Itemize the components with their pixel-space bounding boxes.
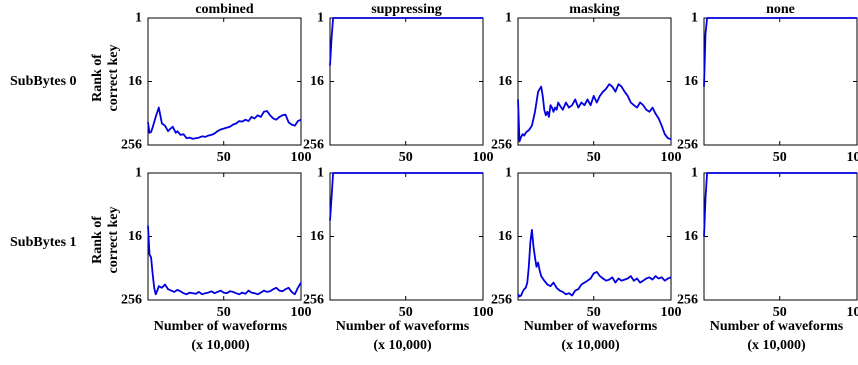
x-tick-label: 50 xyxy=(217,150,231,165)
panel-suppressing-row0: suppressing 1 16 256 50 100 xyxy=(303,2,494,165)
panel-frame xyxy=(329,172,484,301)
series-line-none xyxy=(703,172,857,237)
panel-title: masking xyxy=(569,2,620,17)
series-line-none xyxy=(703,17,857,87)
y-tick-label: 256 xyxy=(121,138,142,153)
y-tick-label: 16 xyxy=(310,229,324,244)
panel-masking-row1: 1 16 256 50 100 xyxy=(491,166,682,321)
y-tick-label: 16 xyxy=(128,229,142,244)
panel-title: suppressing xyxy=(371,2,442,17)
panel-frame xyxy=(147,17,302,146)
x-axis-label-line2: (x 10,000) xyxy=(373,338,432,353)
y-axis-label-row0-line2: correct key xyxy=(106,45,121,112)
y-tick-label: 16 xyxy=(684,229,698,244)
x-tick-label: 50 xyxy=(587,305,601,320)
x-tick-label: 100 xyxy=(661,150,682,165)
x-tick-label: 50 xyxy=(217,305,231,320)
x-axis-label-line1: Number of waveforms xyxy=(154,319,288,334)
panel-combined-row1: 1 16 256 50 100 xyxy=(121,166,312,321)
y-tick-label: 256 xyxy=(303,138,324,153)
series-line-masking xyxy=(517,83,672,143)
x-tick-label: 50 xyxy=(773,150,787,165)
y-tick-label: 1 xyxy=(505,11,512,26)
y-tick-label: 16 xyxy=(498,229,512,244)
panel-frame xyxy=(703,17,858,146)
x-tick-label: 100 xyxy=(291,305,312,320)
panel-title: combined xyxy=(195,2,254,17)
row-label-subbytes-0: SubBytes 0 xyxy=(10,74,77,89)
x-axis-label-line2: (x 10,000) xyxy=(191,338,250,353)
row-label-subbytes-1: SubBytes 1 xyxy=(10,235,77,250)
series-line-suppressing xyxy=(329,17,483,66)
series-line-combined xyxy=(147,225,302,296)
panel-title: none xyxy=(766,2,795,17)
y-tick-label: 1 xyxy=(691,11,698,26)
y-tick-label: 256 xyxy=(491,293,512,308)
panel-none-row1: 1 16 256 50 100 xyxy=(677,166,858,321)
x-tick-label: 100 xyxy=(291,150,312,165)
x-tick-label: 100 xyxy=(661,305,682,320)
x-axis-label-line1: Number of waveforms xyxy=(710,319,844,334)
y-tick-label: 16 xyxy=(128,74,142,89)
y-axis-label-row1-line1: Rank of xyxy=(90,216,105,264)
panel-frame xyxy=(147,172,302,301)
panel-frame xyxy=(329,17,484,146)
x-axis-label-line1: Number of waveforms xyxy=(524,319,658,334)
x-tick-label: 100 xyxy=(473,305,494,320)
panel-frame xyxy=(517,172,672,301)
y-tick-label: 16 xyxy=(310,74,324,89)
y-tick-label: 1 xyxy=(135,166,142,181)
x-tick-label: 100 xyxy=(847,150,858,165)
x-tick-label: 50 xyxy=(399,150,413,165)
y-tick-label: 1 xyxy=(505,166,512,181)
x-axis-labels: Number of waveforms (x 10,000) Number of w… xyxy=(154,319,844,353)
x-tick-label: 50 xyxy=(587,150,601,165)
x-tick-label: 50 xyxy=(773,305,787,320)
y-tick-label: 256 xyxy=(303,293,324,308)
panel-frame xyxy=(703,172,858,301)
y-axis-labels: Rank of correct key Rank of correct key xyxy=(90,45,121,274)
y-tick-label: 1 xyxy=(317,11,324,26)
x-axis-label-line2: (x 10,000) xyxy=(561,338,620,353)
y-tick-label: 256 xyxy=(677,293,698,308)
y-tick-label: 1 xyxy=(691,166,698,181)
panel-combined-row0: combined 1 16 256 50 100 xyxy=(121,2,312,165)
x-tick-label: 100 xyxy=(473,150,494,165)
y-axis-label-row0-line1: Rank of xyxy=(90,54,105,102)
panel-masking-row0: masking 1 16 256 50 100 xyxy=(491,2,682,165)
y-axis-label-row1-line2: correct key xyxy=(106,207,121,274)
y-tick-label: 16 xyxy=(498,74,512,89)
panels: combined 1 16 256 50 100 suppressing 1 16 256 50 10… xyxy=(121,2,858,320)
x-tick-label: 100 xyxy=(847,305,858,320)
panel-frame xyxy=(517,17,672,146)
y-tick-label: 256 xyxy=(677,138,698,153)
x-tick-label: 50 xyxy=(399,305,413,320)
x-axis-label-line2: (x 10,000) xyxy=(747,338,806,353)
panel-none-row0: none 1 16 256 50 100 xyxy=(677,2,858,165)
panel-suppressing-row1: 1 16 256 50 100 xyxy=(303,166,494,321)
x-axis-label-line1: Number of waveforms xyxy=(336,319,470,334)
series-line-suppressing xyxy=(329,172,483,221)
y-tick-label: 1 xyxy=(135,11,142,26)
y-tick-label: 16 xyxy=(684,74,698,89)
y-tick-label: 1 xyxy=(317,166,324,181)
y-tick-label: 256 xyxy=(491,138,512,153)
series-line-masking xyxy=(517,229,672,298)
y-tick-label: 256 xyxy=(121,293,142,308)
row-labels: SubBytes 0 SubBytes 1 xyxy=(10,74,77,250)
series-line-combined xyxy=(147,106,302,140)
